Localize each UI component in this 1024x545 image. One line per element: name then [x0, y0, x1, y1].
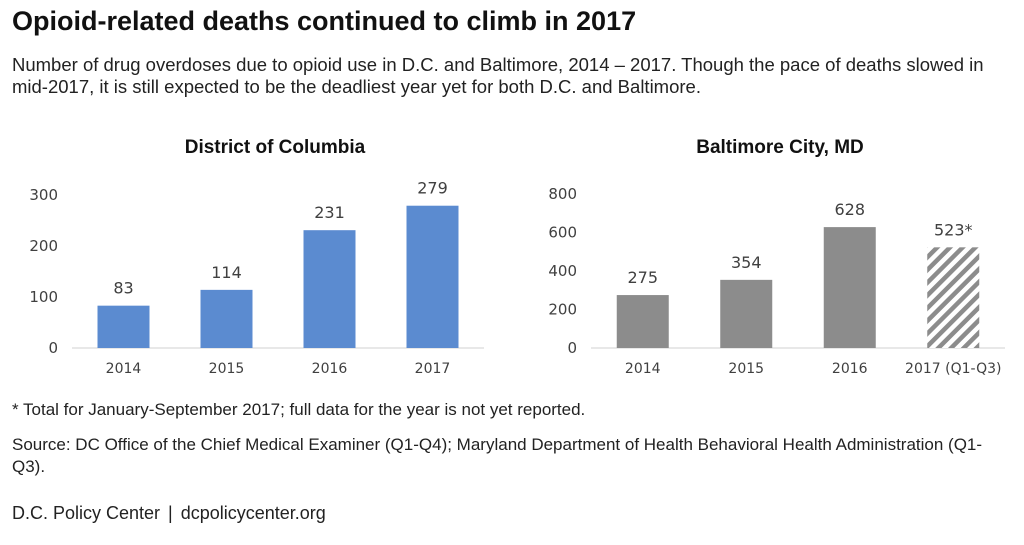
baltimore-y-tick-label: 0: [567, 339, 577, 357]
dc-bar-2016: [303, 230, 356, 348]
footnote: * Total for January-September 2017; full…: [12, 400, 586, 419]
baltimore-data-label: 628: [834, 200, 865, 219]
baltimore-y-tick-label: 800: [548, 185, 577, 203]
footer-org: D.C. Policy Center: [12, 503, 161, 523]
baltimore-data-label: 354: [731, 253, 762, 272]
dc-bar-2014: [97, 305, 150, 348]
baltimore-y-tick-label: 400: [548, 262, 577, 280]
dc-x-tick-label: 2015: [209, 361, 245, 377]
dc-y-tick-label: 100: [29, 288, 58, 306]
baltimore-x-tick-label: 2017 (Q1-Q3): [905, 361, 1001, 377]
baltimore-bar-2016: [823, 227, 876, 348]
baltimore-x-tick-label: 2016: [832, 361, 868, 377]
dc-data-label: 231: [314, 203, 345, 222]
dc-x-tick-label: 2017: [415, 361, 451, 377]
baltimore-bar-2015: [720, 279, 773, 348]
dc-bar-2017: [406, 205, 459, 348]
dc-data-label: 114: [211, 263, 242, 282]
dc-y-tick-label: 200: [29, 237, 58, 255]
dc-x-tick-label: 2016: [312, 361, 348, 377]
dc-y-tick-label: 0: [48, 339, 58, 357]
source-note: Source: DC Office of the Chief Medical E…: [12, 435, 983, 476]
baltimore-x-tick-label: 2015: [728, 361, 764, 377]
dc-data-label: 279: [417, 179, 448, 198]
dc-chart-title: District of Columbia: [184, 137, 366, 158]
footer-separator: |: [168, 503, 173, 523]
footer-site-link[interactable]: dcpolicycenter.org: [180, 503, 326, 523]
footer-credit: D.C. Policy Center | dcpolicycenter.org: [12, 503, 326, 524]
baltimore-data-label: 523*: [934, 220, 973, 239]
baltimore-y-tick-label: 200: [548, 301, 577, 319]
dc-bar-chart: 0 100 200 300 83 2014 114 2015 231 2016 279 2017: [29, 179, 484, 377]
baltimore-bar-2017-q1-q3: [927, 247, 980, 348]
dc-x-tick-label: 2014: [106, 361, 142, 377]
page-title: Opioid-related deaths continued to climb…: [12, 6, 637, 36]
baltimore-bar-2014: [616, 295, 669, 348]
baltimore-bar-chart: 0 200 400 600 800 275 2014 354 2015 628 2016 523* 20…: [548, 185, 1005, 377]
baltimore-chart-title: Baltimore City, MD: [696, 137, 864, 158]
baltimore-y-tick-label: 600: [548, 224, 577, 242]
baltimore-data-label: 275: [627, 268, 658, 287]
dc-bar-2015: [200, 289, 253, 348]
baltimore-x-tick-label: 2014: [625, 361, 661, 377]
dc-y-tick-label: 300: [29, 186, 58, 204]
page-subtitle: Number of drug overdoses due to opioid u…: [12, 54, 984, 97]
dc-data-label: 83: [113, 279, 133, 298]
